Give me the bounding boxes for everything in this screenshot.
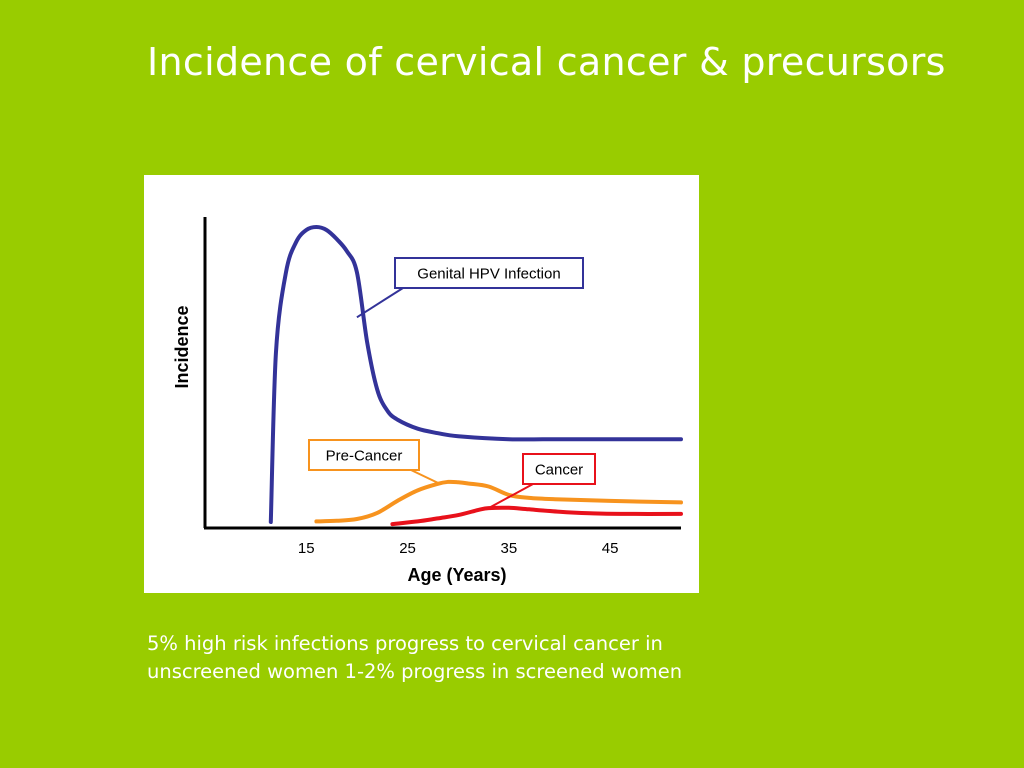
- caption-line-1: 5% high risk infections progress to cerv…: [147, 632, 663, 655]
- annotation-label: Genital HPV Infection: [417, 266, 560, 283]
- x-tick-label: 35: [500, 540, 517, 557]
- series-line-genital-hpv-infection: [268, 225, 683, 524]
- annotation-box: [522, 453, 596, 485]
- annotation-leader: [356, 287, 404, 319]
- caption: 5% high risk infections progress to cerv…: [147, 630, 847, 686]
- annotation-cancer: Cancer: [488, 453, 596, 510]
- annotation-label: Pre-Cancer: [326, 448, 403, 465]
- annotation-box: [394, 257, 584, 289]
- annotation-genital-hpv-infection: Genital HPV Infection: [356, 257, 584, 319]
- y-axis-title: Incidence: [172, 305, 192, 388]
- incidence-chart: 15 25 35 45 Genital HPV Infection Pre-Cancer…: [172, 217, 683, 585]
- x-axis-title: Age (Years): [407, 565, 506, 585]
- series-line-cancer: [390, 505, 683, 527]
- annotation-label: Cancer: [535, 462, 583, 479]
- x-tick-label: 25: [399, 540, 416, 557]
- annotation-box: [308, 439, 420, 471]
- caption-line-2: unscreened women 1-2% progress in screen…: [147, 660, 683, 683]
- x-tick-label: 45: [602, 540, 619, 557]
- annotation-pre-cancer: Pre-Cancer: [308, 439, 439, 484]
- x-tick-label: 15: [298, 540, 315, 557]
- annotation-leader: [410, 469, 439, 484]
- annotation-leader: [488, 483, 534, 510]
- chart-panel: 15 25 35 45 Genital HPV Infection Pre-Cancer…: [144, 175, 699, 593]
- slide-title: Incidence of cervical cancer & precursor…: [147, 40, 946, 84]
- series-line-pre-cancer: [314, 479, 683, 524]
